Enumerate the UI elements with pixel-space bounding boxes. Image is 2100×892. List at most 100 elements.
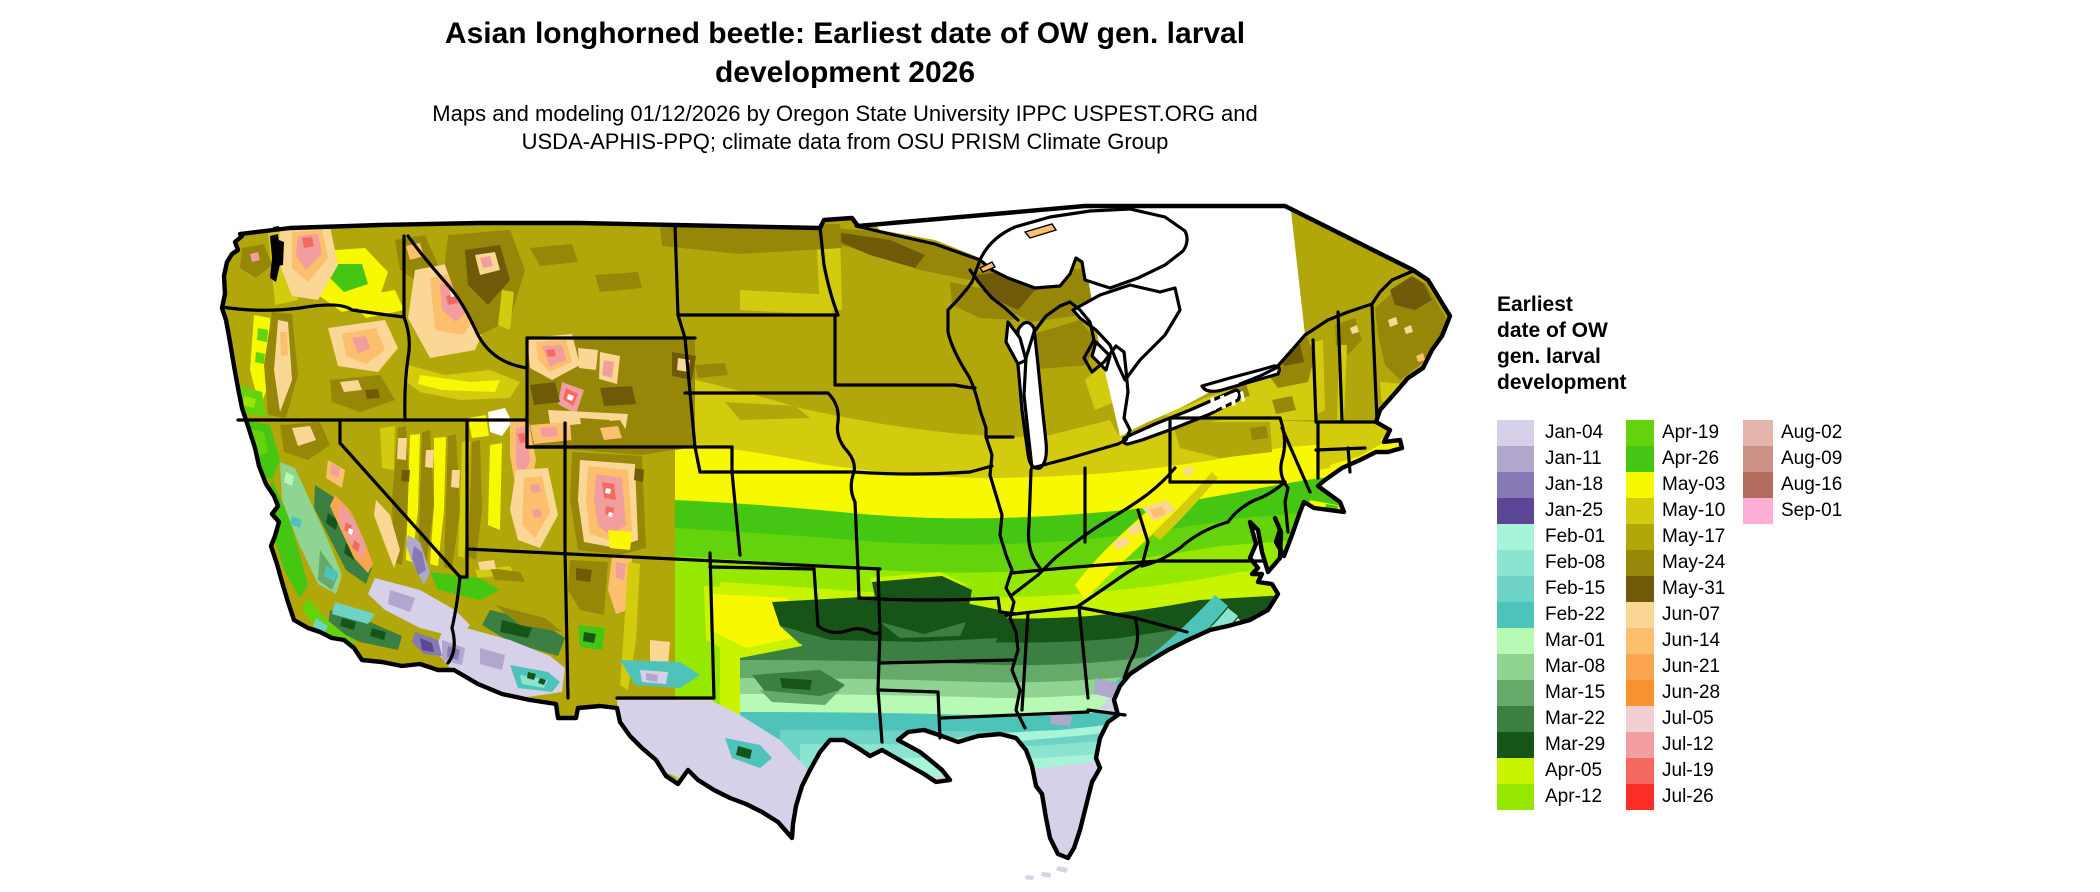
legend-entry: Feb-22 — [1497, 602, 1605, 628]
legend-label: Jul-19 — [1662, 760, 1714, 781]
legend-label: Apr-12 — [1545, 786, 1603, 807]
legend-label: May-10 — [1662, 500, 1726, 521]
legend-label: May-24 — [1662, 552, 1726, 573]
legend-label: Aug-16 — [1781, 474, 1843, 495]
legend-title-line: gen. larval — [1497, 345, 1601, 368]
legend-swatch — [1626, 628, 1654, 654]
map-legend: Earliest date of OW gen. larval development… — [1497, 292, 1917, 810]
legend-label: Mar-22 — [1545, 708, 1606, 729]
legend-swatch — [1626, 602, 1654, 628]
legend-entry: Mar-22 — [1497, 706, 1605, 732]
legend-swatch — [1626, 784, 1654, 810]
legend-entry: Jan-04 — [1497, 420, 1605, 446]
legend-entry: Aug-09 — [1743, 446, 1842, 472]
legend-entry: Jun-21 — [1626, 654, 1725, 680]
legend-entry: Jan-18 — [1497, 472, 1605, 498]
legend-entry: Jan-11 — [1497, 446, 1605, 472]
legend-label: Jun-14 — [1662, 630, 1721, 651]
legend-swatch — [1626, 732, 1654, 758]
legend-swatch — [1497, 524, 1534, 550]
legend-label: Feb-15 — [1545, 578, 1606, 599]
subtitle-line-2: USDA-APHIS-PPQ; climate data from OSU PR… — [521, 129, 1169, 154]
legend-entry: Feb-01 — [1497, 524, 1605, 550]
legend-label: Jan-04 — [1545, 422, 1604, 443]
legend-entry: Mar-01 — [1497, 628, 1605, 654]
us-map-svg — [180, 170, 1460, 880]
legend-entry: Apr-12 — [1497, 784, 1605, 810]
legend-label: Jan-18 — [1545, 474, 1604, 495]
us-map — [180, 170, 1460, 892]
lake-superior — [978, 207, 1189, 290]
legend-label: Aug-02 — [1781, 422, 1843, 443]
legend-label: Mar-29 — [1545, 734, 1606, 755]
legend-label: Feb-22 — [1545, 604, 1606, 625]
legend-swatch — [1497, 550, 1534, 576]
legend-entry: Jun-07 — [1626, 602, 1725, 628]
legend-label: Apr-26 — [1662, 448, 1720, 469]
legend-swatch — [1497, 680, 1534, 706]
legend-swatch — [1497, 420, 1534, 446]
legend-swatch — [1626, 654, 1654, 680]
legend-swatch — [1497, 628, 1534, 654]
legend-entry: Jul-19 — [1626, 758, 1725, 784]
legend-entry: May-10 — [1626, 498, 1725, 524]
lake-huron — [1071, 283, 1182, 382]
legend-entry: Sep-01 — [1743, 498, 1842, 524]
legend-entry: Mar-08 — [1497, 654, 1605, 680]
legend-title-line: Earliest — [1497, 293, 1573, 316]
legend-swatch — [1497, 498, 1534, 524]
legend-entry: Aug-02 — [1743, 420, 1842, 446]
legend-entry: Feb-15 — [1497, 576, 1605, 602]
legend-entry: Jun-14 — [1626, 628, 1725, 654]
legend-entry: May-17 — [1626, 524, 1725, 550]
great-lakes — [978, 207, 1281, 470]
legend-entry: Apr-26 — [1626, 446, 1725, 472]
map-title: Asian longhorned beetle: Earliest date o… — [180, 14, 1510, 92]
legend-entry: Feb-08 — [1497, 550, 1605, 576]
legend-entry: May-24 — [1626, 550, 1725, 576]
florida-keys — [1025, 866, 1068, 880]
legend-column: Aug-02 Aug-09 Aug-16 Sep-01 — [1743, 420, 1842, 524]
legend-label: Jul-26 — [1662, 786, 1714, 807]
legend-label: Aug-09 — [1781, 448, 1843, 469]
legend-entry: Apr-19 — [1626, 420, 1725, 446]
legend-label: Jul-05 — [1662, 708, 1714, 729]
legend-swatch — [1497, 576, 1534, 602]
lake-ontario — [1200, 364, 1281, 393]
legend-label: Apr-05 — [1545, 760, 1603, 781]
legend-entry: Mar-29 — [1497, 732, 1605, 758]
legend-entry: Jul-26 — [1626, 784, 1725, 810]
legend-swatch — [1626, 758, 1654, 784]
legend-entry: Jun-28 — [1626, 680, 1725, 706]
subtitle-line-1: Maps and modeling 01/12/2026 by Oregon S… — [432, 101, 1258, 126]
legend-entry: Jul-05 — [1626, 706, 1725, 732]
legend-label: May-31 — [1662, 578, 1726, 599]
legend-entry: Mar-15 — [1497, 680, 1605, 706]
legend-column: Jan-04 Jan-11 Jan-18 Jan-25 Feb-01 Feb-08 Feb-… — [1497, 420, 1605, 810]
legend-entry: Apr-05 — [1497, 758, 1605, 784]
legend-swatch — [1743, 498, 1773, 524]
legend-swatch — [1626, 706, 1654, 732]
saginaw-bay — [1090, 340, 1112, 372]
legend-label: Feb-01 — [1545, 526, 1606, 547]
map-raster — [222, 206, 1450, 858]
legend-swatch — [1626, 472, 1654, 498]
legend-label: Mar-08 — [1545, 656, 1606, 677]
legend-swatch — [1497, 472, 1534, 498]
title-line-1: Asian longhorned beetle: Earliest date o… — [444, 17, 1246, 50]
green-bay — [1004, 320, 1028, 366]
legend-column: Apr-19 Apr-26 May-03 May-10 May-17 May-24 May-… — [1626, 420, 1725, 810]
legend-label: Mar-15 — [1545, 682, 1606, 703]
legend-swatch — [1497, 654, 1534, 680]
legend-label: Jun-07 — [1662, 604, 1721, 625]
legend-label: Sep-01 — [1781, 500, 1843, 521]
legend-label: Feb-08 — [1545, 552, 1606, 573]
legend-swatch — [1626, 524, 1654, 550]
legend-label: Apr-19 — [1662, 422, 1720, 443]
legend-swatch — [1626, 446, 1654, 472]
legend-swatch — [1497, 758, 1534, 784]
legend-title-line: date of OW — [1497, 319, 1608, 342]
legend-swatch — [1743, 472, 1773, 498]
puget-sound — [270, 226, 284, 282]
legend-swatch — [1497, 784, 1534, 810]
